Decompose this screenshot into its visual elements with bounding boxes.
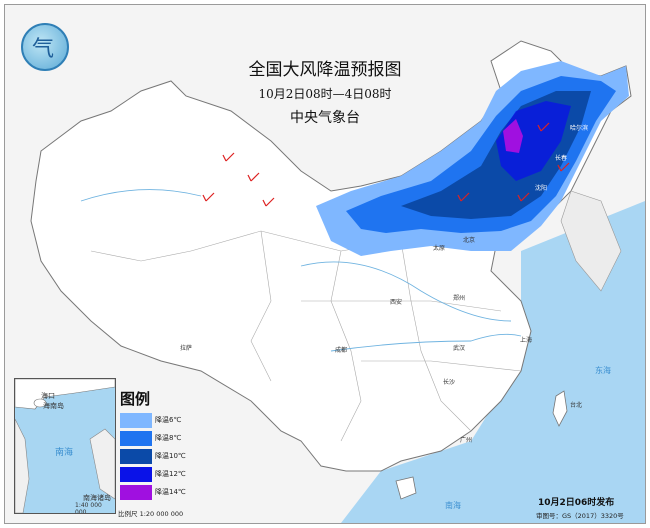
legend-swatch — [120, 466, 152, 482]
place-donghai: 东海 — [595, 366, 611, 375]
place-zhengzhou: 郑州 — [453, 295, 466, 302]
inset-hainan: 海南岛 — [43, 402, 64, 410]
forecast-period: 10月2日08时—4日08时 — [258, 87, 392, 101]
agency-name: 中央气象台 — [290, 110, 360, 126]
place-taibei: 台北 — [570, 402, 583, 409]
legend-item: 降温12℃ — [120, 465, 186, 483]
legend-swatch — [120, 412, 152, 428]
legend-swatch — [120, 430, 152, 446]
place-shenyang: 沈阳 — [535, 185, 548, 192]
china-map — [30, 40, 645, 523]
sea-area — [341, 201, 645, 523]
south-china-sea-inset: 海口 海南岛 南海 南海诸岛 1:40 000 000 — [14, 378, 116, 514]
neighbor-land — [560, 190, 622, 292]
place-xian: 西安 — [390, 299, 403, 306]
legend: 图例 降温6℃ 降温8℃ 降温10℃ 降温12℃ 降温14℃ — [120, 388, 186, 501]
map-scale: 比例尺 1:20 000 000 — [118, 510, 184, 518]
place-harbin: 哈尔滨 — [570, 125, 589, 132]
inset-scale: 1:40 000 000 — [75, 502, 102, 514]
legend-label: 降温14℃ — [155, 488, 186, 496]
inset-map — [15, 379, 115, 513]
legend-swatch — [120, 448, 152, 464]
place-changsha: 长沙 — [443, 379, 456, 386]
place-nanhai: 南海 — [445, 501, 461, 510]
wind-barbs — [202, 122, 570, 207]
legend-item: 降温8℃ — [120, 429, 186, 447]
place-lasa: 拉萨 — [180, 345, 193, 352]
place-taiyuan: 太原 — [433, 245, 446, 252]
inset-haikou: 海口 — [41, 392, 55, 400]
place-beijing: 北京 — [463, 237, 476, 244]
taiwan — [552, 390, 568, 427]
legend-item: 降温6℃ — [120, 411, 186, 429]
place-changchun: 长春 — [555, 155, 568, 162]
cooling-14 — [503, 119, 523, 153]
place-chengdu: 成都 — [335, 347, 348, 354]
inset-sea-label: 南海 — [55, 448, 74, 458]
legend-label: 降温6℃ — [155, 416, 182, 424]
legend-label: 降温12℃ — [155, 470, 186, 478]
hainan — [395, 476, 417, 500]
legend-item: 降温10℃ — [120, 447, 186, 465]
legend-swatch — [120, 484, 152, 500]
map-frame: 气 全国大风降温预报图 10月2日08时—4日08时 中央气象台 北京 太原 西… — [4, 4, 646, 524]
legend-label: 降温8℃ — [155, 434, 182, 442]
place-guangzhou: 广州 — [460, 437, 473, 444]
inset-islands-label: 南海诸岛 — [83, 494, 111, 502]
cma-logo: 气 — [21, 23, 69, 71]
legend-title: 图例 — [120, 390, 151, 408]
review-number: 审图号：GS（2017）3320号 — [536, 512, 624, 520]
place-shanghai: 上海 — [520, 337, 533, 344]
place-wuhan: 武汉 — [453, 345, 466, 352]
legend-item: 降温14℃ — [120, 483, 186, 501]
publish-time: 10月2日06时发布 — [538, 498, 615, 508]
rivers — [80, 189, 522, 352]
legend-label: 降温10℃ — [155, 452, 186, 460]
map-title: 全国大风降温预报图 — [248, 60, 402, 80]
